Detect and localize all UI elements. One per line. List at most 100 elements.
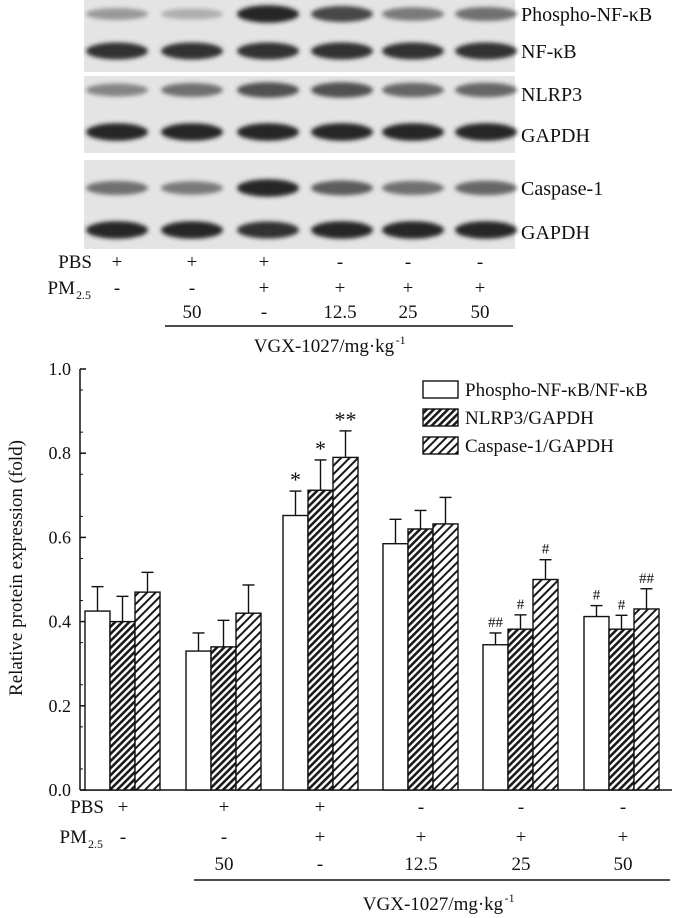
blot-row-label: Caspase-1 (521, 178, 603, 200)
vgx-dose-cell: 50 (215, 854, 234, 875)
blot-band (311, 42, 373, 60)
vgx-row-label: VGX-1027/mg·kg (363, 894, 504, 915)
y-tick-label: 0.4 (49, 612, 72, 632)
pm-cell: - (114, 278, 120, 299)
bar (282, 514, 309, 791)
pm-cell: + (516, 827, 527, 848)
pbs-cell: - (337, 252, 343, 273)
significance-mark: * (315, 436, 326, 461)
legend-swatch (422, 436, 459, 455)
blot-band (311, 123, 373, 141)
blot-band (161, 8, 223, 20)
bar (185, 650, 212, 791)
y-tick-label: 1.0 (49, 359, 72, 379)
bar (608, 628, 635, 791)
y-tick-label: 0.8 (49, 443, 72, 463)
bar (235, 612, 262, 791)
blot-band (86, 8, 148, 20)
pm-cell: + (335, 278, 346, 299)
pm-cell: - (189, 278, 195, 299)
significance-mark: ** (335, 407, 357, 432)
pbs-cell: + (187, 252, 198, 273)
significance-mark: # (593, 588, 601, 604)
pbs-cell: + (118, 797, 129, 818)
blot-band (311, 221, 373, 239)
bar (84, 610, 111, 791)
pm-cell: + (315, 827, 326, 848)
blot-panel-background (84, 160, 515, 249)
pbs-cell: - (405, 252, 411, 273)
vgx-row-label-superscript: -1 (396, 333, 406, 347)
blot-treatment-table: PBS PM 2.5 + + + - - - - - + + + +50 - 12.5 25 50 VGX-1027/… (48, 252, 513, 357)
pbs-cell: - (620, 797, 626, 818)
blot-band (86, 83, 148, 97)
blot-band (382, 181, 444, 195)
bar (482, 644, 509, 791)
significance-mark: * (290, 467, 301, 492)
bar (407, 528, 434, 791)
blot-band (455, 180, 517, 196)
pm-cell: + (475, 278, 486, 299)
blot-panel-background (84, 0, 515, 72)
blot-band (237, 42, 299, 60)
blot-band (86, 181, 148, 195)
pm-cell: + (416, 827, 427, 848)
bar (532, 578, 559, 791)
vgx-row-label: VGX-1027/mg·kg (254, 336, 395, 357)
significance-mark: # (517, 597, 525, 613)
pm-cell: - (120, 827, 126, 848)
pm-cell: + (618, 827, 629, 848)
legend-swatch (422, 380, 459, 399)
bar (432, 523, 459, 791)
pbs-cell: + (112, 252, 123, 273)
blot-band (86, 123, 148, 141)
y-tick-label: 0.0 (49, 780, 72, 800)
pbs-cell: + (315, 797, 326, 818)
pm-row-label-subscript: 2.5 (76, 288, 91, 302)
bar-chart: 0.00.20.40.60.81.0 *###*# #**### Phospho-… (6, 359, 672, 800)
blot-band (237, 123, 299, 141)
blot-band (161, 83, 223, 97)
blot-band (237, 221, 299, 239)
pm-cell: - (221, 827, 227, 848)
blot-band (161, 42, 223, 60)
blot-band (455, 7, 517, 21)
legend-swatch (422, 408, 459, 427)
pbs-row-label: PBS (58, 252, 92, 273)
significance-mark: ## (488, 615, 504, 631)
bar (134, 591, 161, 791)
blot-band (161, 181, 223, 195)
blot-row-label: NF-κB (521, 41, 577, 63)
bar (382, 543, 409, 791)
blot-band (455, 82, 517, 98)
chart-bars: *###*# #**### (84, 407, 660, 791)
blot-band (382, 221, 444, 239)
significance-mark: ## (639, 571, 655, 587)
pbs-cell: - (418, 797, 424, 818)
blot-band (161, 123, 223, 141)
vgx-dose-cell: 25 (399, 302, 418, 323)
blot-band (455, 42, 517, 60)
blot-band-labels: Phospho-NF-κB NF-κB NLRP3 GAPDH Caspase-1 GAP… (521, 4, 652, 244)
vgx-row-label-superscript: -1 (505, 891, 515, 905)
vgx-dose-cell: 12.5 (404, 854, 437, 875)
pm-cell: + (403, 278, 414, 299)
blot-band (382, 82, 444, 98)
pbs-row-label: PBS (70, 797, 104, 818)
y-tick-label: 0.2 (49, 696, 72, 716)
pbs-cell: + (219, 797, 230, 818)
blot-band (237, 179, 299, 197)
western-blot-panel (84, 0, 517, 249)
legend-label: Caspase-1/GAPDH (465, 436, 614, 457)
significance-mark: # (618, 597, 626, 613)
bar (332, 456, 359, 791)
chart-treatment-table: PBS PM 2.5 + + + - - - - - + + + +50 - 12.5 25 50 VGX-1027/… (60, 797, 670, 915)
blot-band (311, 82, 373, 98)
vgx-dose-cell: 25 (512, 854, 531, 875)
vgx-dose-cell: 12.5 (323, 302, 356, 323)
legend-label: Phospho-NF-κB/NF-κB (465, 380, 648, 401)
blot-band (237, 5, 299, 23)
y-tick-label: 0.6 (49, 527, 72, 547)
vgx-dose-cell: - (317, 854, 323, 875)
